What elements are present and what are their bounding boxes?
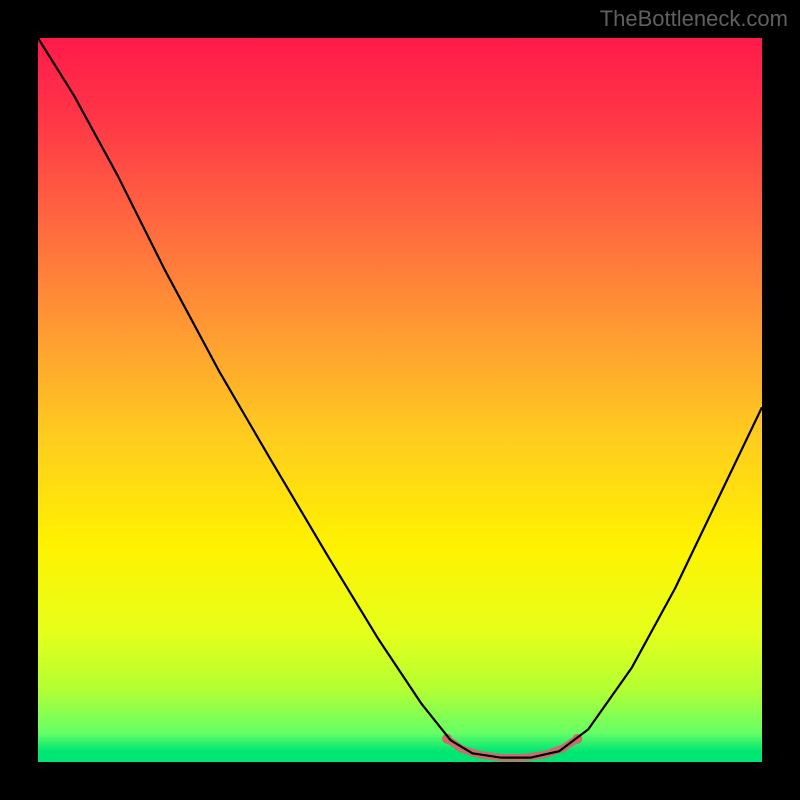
curve-layer xyxy=(38,38,762,762)
highlight-band xyxy=(447,739,577,758)
watermark-text: TheBottleneck.com xyxy=(600,6,788,32)
main-curve xyxy=(38,38,762,758)
plot-area xyxy=(38,38,762,762)
